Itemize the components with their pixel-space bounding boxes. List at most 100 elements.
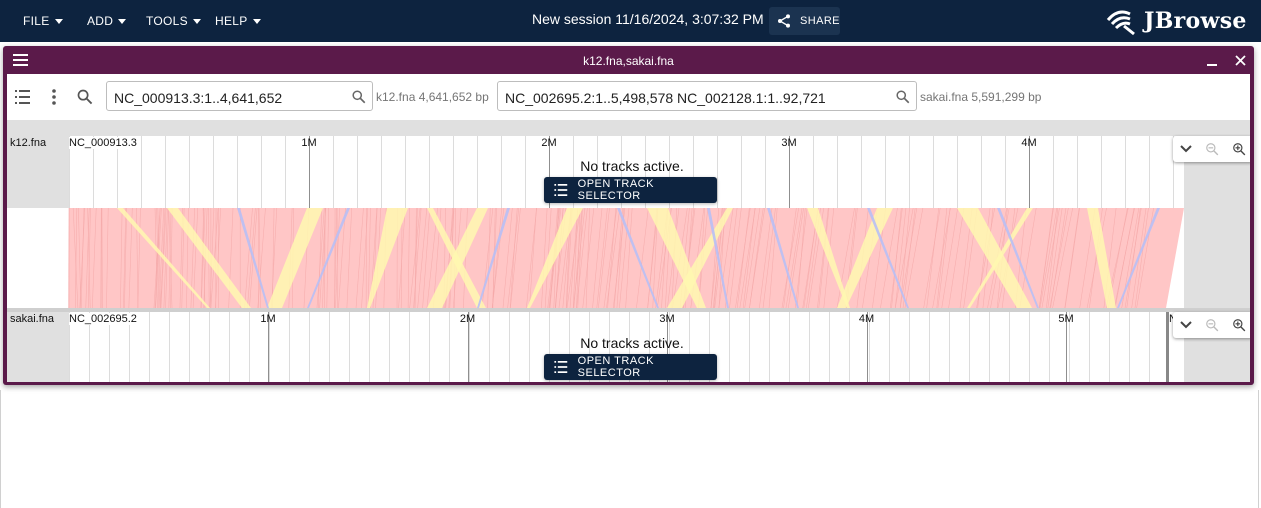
synteny-line (316, 208, 325, 308)
synteny-line (158, 208, 165, 308)
add-menu-label: ADD (87, 14, 114, 28)
bottom-location-input[interactable]: NC_002695.2:1..5,498,578 NC_002128.1:1..… (497, 81, 917, 111)
ruler-gridline (213, 136, 214, 208)
bottom-open-track-selector-button[interactable]: OPEN TRACK SELECTOR (544, 354, 717, 380)
search-icon[interactable] (76, 88, 93, 105)
synteny-line (926, 208, 940, 308)
synteny-line (572, 208, 579, 308)
ruler-gridline (261, 136, 262, 208)
caret-down-icon (252, 18, 261, 24)
file-menu-button[interactable]: FILE (23, 0, 63, 42)
synteny-line (155, 208, 162, 308)
track-list-icon (554, 361, 568, 373)
ruler-gridline (333, 136, 334, 208)
ruler-gridline (429, 136, 430, 208)
hamburger-menu-icon[interactable] (13, 54, 28, 66)
ruler-gridline (629, 312, 630, 382)
synteny-line (338, 208, 346, 308)
synteny-line (1046, 208, 1059, 308)
chevron-down-icon[interactable] (1179, 321, 1192, 329)
synteny-line (541, 208, 548, 308)
ruler-gridline (209, 312, 210, 382)
synteny-line (257, 208, 266, 308)
ruler-gridline (649, 312, 650, 382)
synteny-line (87, 208, 91, 308)
close-icon[interactable] (1235, 55, 1246, 66)
tools-menu-button[interactable]: TOOLS (146, 0, 201, 42)
synteny-line (492, 208, 497, 308)
synteny-line (190, 208, 195, 308)
more-vert-icon[interactable] (52, 89, 56, 105)
synteny-line (616, 208, 625, 308)
top-side-column: k12.fna (7, 136, 69, 208)
ruler-gridline (1069, 312, 1070, 382)
track-list-icon[interactable] (15, 90, 30, 104)
ruler-gridline (989, 312, 990, 382)
synteny-line (509, 208, 518, 308)
synteny-line (72, 208, 79, 308)
synteny-line (228, 208, 234, 308)
top-location-input[interactable]: NC_000913.3:1..4,641,652 (106, 81, 373, 111)
synteny-line (783, 208, 797, 308)
bottom-location-text: NC_002695.2:1..5,498,578 NC_002128.1:1..… (505, 90, 826, 106)
minimize-icon[interactable] (1207, 64, 1217, 66)
synteny-line (318, 208, 323, 308)
add-menu-button[interactable]: ADD (87, 0, 127, 42)
ruler-gridline (869, 312, 870, 382)
synteny-line (463, 208, 468, 308)
ruler-gridline (957, 136, 958, 208)
zoom-out-icon[interactable] (1205, 318, 1219, 332)
synteny-line (123, 208, 127, 308)
synteny-line (735, 208, 751, 308)
ruler-major-tick (549, 136, 550, 208)
ruler-gridline (289, 312, 290, 382)
synteny-ribbons[interactable] (7, 208, 1250, 308)
synteny-line (894, 208, 907, 308)
synteny-line (744, 208, 761, 308)
chevron-down-icon[interactable] (1179, 145, 1192, 153)
ruler-gridline (477, 136, 478, 208)
ruler-gridline (1149, 312, 1150, 382)
synteny-line (891, 208, 902, 308)
synteny-line (409, 208, 421, 308)
synteny-line (592, 208, 603, 308)
ruler-tick-label: 2M (459, 313, 476, 325)
synteny-line (577, 208, 583, 308)
zoom-in-icon[interactable] (1232, 142, 1246, 156)
top-open-track-selector-button[interactable]: OPEN TRACK SELECTOR (544, 177, 717, 203)
zoom-out-icon[interactable] (1205, 142, 1219, 156)
synteny-reverse (307, 208, 350, 308)
synteny-line (200, 208, 206, 308)
ruler-tick-label: 2M (541, 137, 557, 149)
share-button[interactable]: SHARE (769, 7, 840, 35)
top-assembly-info: k12.fna 4,641,652 bp (376, 90, 489, 104)
ruler-gridline (249, 312, 250, 382)
synteny-line (215, 208, 221, 308)
synteny-line (414, 208, 417, 308)
ruler-tick-label: 5M (1058, 313, 1074, 325)
synteny-line (128, 208, 133, 308)
session-title[interactable]: New session 11/16/2024, 3:07:32 PM (532, 11, 764, 27)
synteny-line (736, 208, 750, 308)
search-icon[interactable] (351, 89, 366, 104)
ruler-gridline (509, 312, 510, 382)
zoom-in-icon[interactable] (1232, 318, 1246, 332)
ruler-gridline (501, 136, 502, 208)
bottom-side-column: sakai.fna (7, 312, 69, 382)
ruler-gridline (889, 312, 890, 382)
ruler-gridline (329, 312, 330, 382)
search-icon[interactable] (895, 89, 910, 104)
bottom-no-tracks-message: No tracks active. (580, 335, 684, 351)
ruler-gridline (597, 136, 598, 208)
synteny-reverse (237, 208, 269, 308)
synteny-line (106, 208, 109, 308)
synteny-inversion (167, 208, 251, 308)
synteny-line (168, 208, 173, 308)
help-menu-button[interactable]: HELP (215, 0, 261, 42)
synteny-line (625, 208, 633, 308)
ruler-gridline (693, 136, 694, 208)
synteny-line (87, 208, 91, 308)
synteny-line (407, 208, 410, 308)
view-title: k12.fna,sakai.fna (583, 54, 674, 68)
synteny-line (729, 208, 742, 308)
